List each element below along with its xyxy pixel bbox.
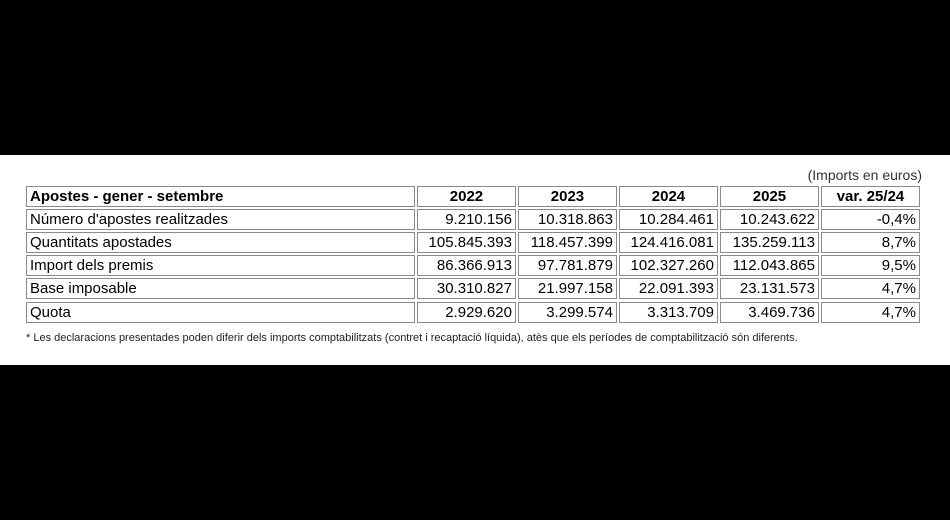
table-cell: 21.997.158 xyxy=(517,278,617,299)
header-year-2022: 2022 xyxy=(416,186,516,207)
header-year-2025: 2025 xyxy=(719,186,819,207)
table-cell: 3.299.574 xyxy=(517,302,617,323)
table-cell: 97.781.879 xyxy=(517,255,617,276)
table-header-row: Apostes - gener - setembre 2022 2023 202… xyxy=(26,186,920,207)
row-label: Base imposable xyxy=(26,278,415,299)
table-cell: 10.318.863 xyxy=(517,209,617,230)
table-cell: 105.845.393 xyxy=(416,232,516,253)
table-row: Base imposable 30.310.827 21.997.158 22.… xyxy=(26,278,920,299)
header-year-2024: 2024 xyxy=(618,186,718,207)
table-cell: 22.091.393 xyxy=(618,278,718,299)
table-row: Import dels premis 86.366.913 97.781.879… xyxy=(26,255,920,276)
table-cell: 23.131.573 xyxy=(719,278,819,299)
quota-table: Quota 2.929.620 3.299.574 3.313.709 3.46… xyxy=(24,300,922,325)
table-cell: 3.313.709 xyxy=(618,302,718,323)
table-cell: 112.043.865 xyxy=(719,255,819,276)
table-cell: 10.284.461 xyxy=(618,209,718,230)
header-year-2023: 2023 xyxy=(517,186,617,207)
table-row: Quantitats apostades 105.845.393 118.457… xyxy=(26,232,920,253)
units-note: (Imports en euros) xyxy=(807,167,922,183)
table-cell: 4,7% xyxy=(820,302,920,323)
table-cell: 4,7% xyxy=(820,278,920,299)
header-variation: var. 25/24 xyxy=(820,186,920,207)
row-label: Import dels premis xyxy=(26,255,415,276)
footnote: * Les declaracions presentades poden dif… xyxy=(26,332,798,344)
table-cell: 2.929.620 xyxy=(416,302,516,323)
quota-row: Quota 2.929.620 3.299.574 3.313.709 3.46… xyxy=(26,302,920,323)
row-label: Quantitats apostades xyxy=(26,232,415,253)
table-cell: -0,4% xyxy=(820,209,920,230)
header-label: Apostes - gener - setembre xyxy=(26,186,415,207)
document-sheet: (Imports en euros) Apostes - gener - set… xyxy=(0,155,950,365)
table-cell: 3.469.736 xyxy=(719,302,819,323)
table-row: Número d'apostes realitzades 9.210.156 1… xyxy=(26,209,920,230)
table-cell: 9.210.156 xyxy=(416,209,516,230)
table-cell: 9,5% xyxy=(820,255,920,276)
row-label: Número d'apostes realitzades xyxy=(26,209,415,230)
table-cell: 30.310.827 xyxy=(416,278,516,299)
bets-table: Apostes - gener - setembre 2022 2023 202… xyxy=(24,184,922,301)
table-cell: 118.457.399 xyxy=(517,232,617,253)
table-cell: 10.243.622 xyxy=(719,209,819,230)
table-cell: 135.259.113 xyxy=(719,232,819,253)
table-cell: 102.327.260 xyxy=(618,255,718,276)
table-cell: 8,7% xyxy=(820,232,920,253)
quota-label: Quota xyxy=(26,302,415,323)
table-cell: 86.366.913 xyxy=(416,255,516,276)
table-cell: 124.416.081 xyxy=(618,232,718,253)
